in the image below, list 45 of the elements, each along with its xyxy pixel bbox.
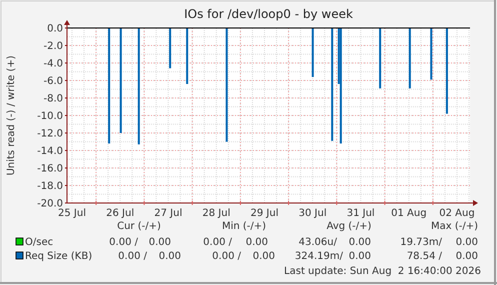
y-tick-label: -4.0 (43, 58, 63, 70)
text: 0.00 / (212, 251, 242, 262)
text: 0.00 (252, 251, 275, 262)
text: 0.00 (348, 237, 371, 248)
text: 43.06u/ (298, 237, 338, 248)
text: 0.00 / (118, 251, 148, 262)
y-tick-label: -12.0 (37, 128, 63, 140)
y-tick-label: -16.0 (37, 164, 63, 174)
y-tick-label: -10.0 (37, 111, 63, 122)
y-tick-label: -20.0 (37, 198, 63, 210)
text: Min (-/+) (222, 221, 266, 232)
x-tick-label: 02 Aug (439, 208, 475, 219)
y-tick-label: -6.0 (43, 76, 63, 87)
y-axis-title: Units read (-) / write (+) (6, 55, 17, 176)
x-tick-label: 01 Aug (391, 208, 427, 219)
text: Avg (-/+) (326, 221, 372, 232)
legend-label: Req Size (KB) (25, 251, 92, 262)
x-tick-label: 31 Jul (346, 208, 375, 219)
x-tick-label: 27 Jul (154, 208, 182, 219)
x-tick-label: 28 Jul (202, 208, 230, 219)
y-tick-label: -2.0 (43, 41, 63, 52)
text: 78.54 / (406, 251, 443, 262)
y-tick-label: -8.0 (43, 94, 63, 104)
y-tick-label: -14.0 (37, 146, 63, 157)
y-tick-label: 0.0 (47, 24, 63, 34)
text: 0.00 (348, 251, 371, 262)
text: 0.00 (456, 237, 478, 248)
text: Cur (-/+) (117, 221, 161, 232)
chart-title: IOs for /dev/loop0 - by week (184, 7, 353, 21)
text: Last update: Sun Aug 2 16:40:00 2026 (284, 266, 481, 277)
x-tick-label: 30 Jul (298, 208, 327, 219)
text: Max (-/+) (430, 221, 478, 232)
text: 0.00 (456, 251, 478, 262)
text: 324.19m/ (294, 251, 344, 262)
text: 19.73m/ (400, 237, 443, 248)
text: 0.00 (246, 237, 268, 248)
x-tick-label: 29 Jul (250, 208, 278, 219)
y-tick-label: -18.0 (37, 181, 63, 192)
legend-label: O/sec (25, 237, 54, 248)
text: 0.00 (148, 237, 171, 248)
x-tick-label: 26 Jul (106, 208, 134, 219)
text: 0.00 / (203, 237, 233, 248)
x-tick-label: 25 Jul (58, 208, 86, 219)
text: 0.00 / (109, 237, 139, 248)
text: 0.00 (158, 251, 181, 262)
